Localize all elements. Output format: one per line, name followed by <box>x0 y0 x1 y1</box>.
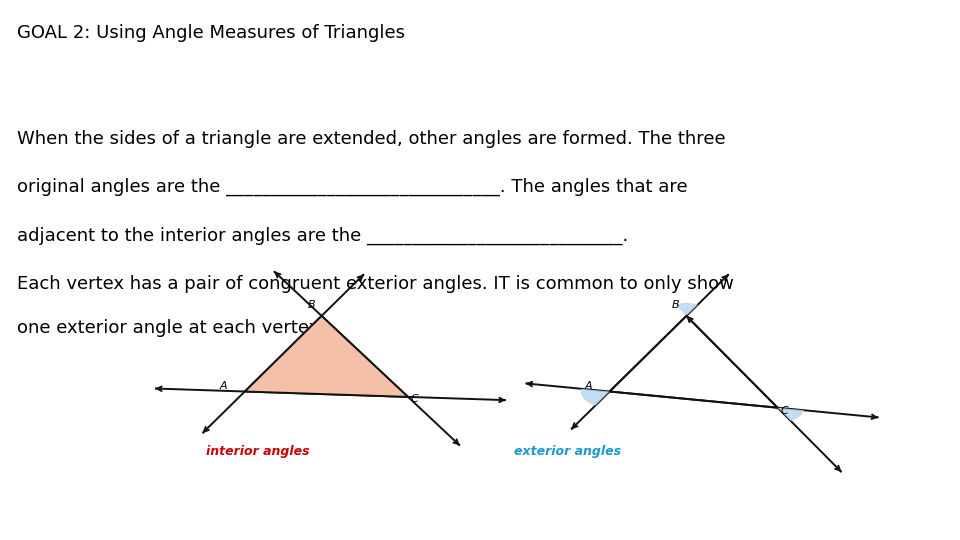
Text: one exterior angle at each vertex.: one exterior angle at each vertex. <box>17 319 325 336</box>
Text: adjacent to the interior angles are the ____________________________.: adjacent to the interior angles are the … <box>17 227 629 245</box>
Wedge shape <box>581 389 610 406</box>
Text: interior angles: interior angles <box>206 446 310 458</box>
Wedge shape <box>675 303 698 316</box>
Text: C: C <box>780 406 788 416</box>
Text: GOAL 2: Using Angle Measures of Triangles: GOAL 2: Using Angle Measures of Triangle… <box>17 24 405 42</box>
Text: original angles are the ______________________________. The angles that are: original angles are the ________________… <box>17 178 688 197</box>
Text: A: A <box>220 381 228 391</box>
Text: B: B <box>672 300 680 310</box>
Text: When the sides of a triangle are extended, other angles are formed. The three: When the sides of a triangle are extende… <box>17 130 726 147</box>
Text: B: B <box>307 300 315 310</box>
Text: C: C <box>411 394 419 404</box>
Text: Each vertex has a pair of congruent exterior angles. IT is common to only show: Each vertex has a pair of congruent exte… <box>17 275 734 293</box>
Polygon shape <box>245 316 408 397</box>
Text: exterior angles: exterior angles <box>514 446 621 458</box>
Text: A: A <box>585 381 592 391</box>
Wedge shape <box>778 408 804 421</box>
